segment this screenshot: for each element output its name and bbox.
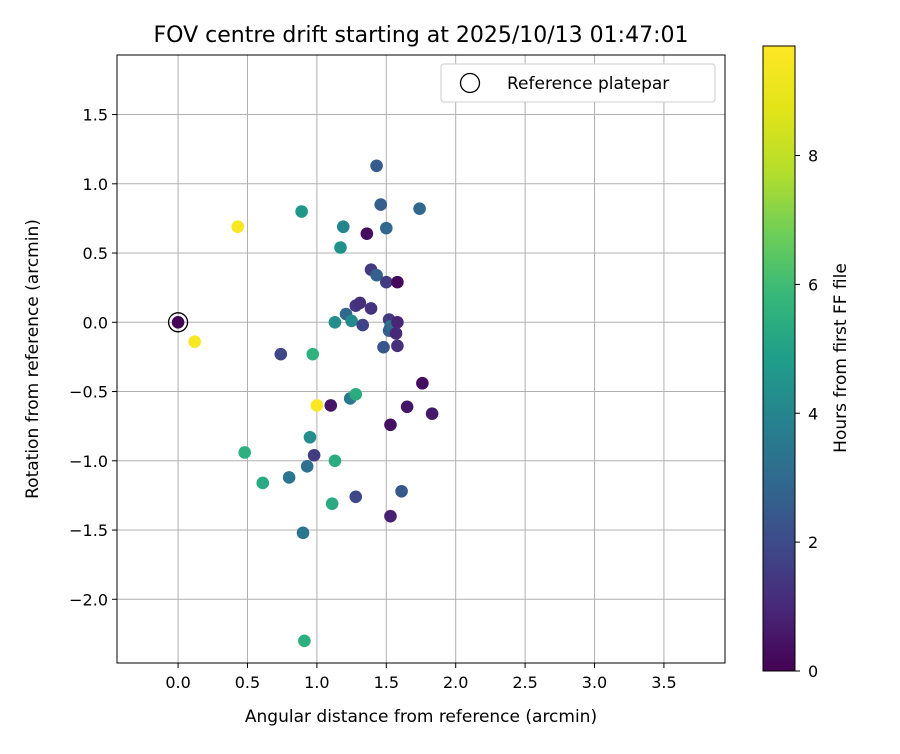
legend-box <box>440 63 716 103</box>
data-point <box>334 241 347 254</box>
data-point <box>391 315 404 329</box>
data-point <box>300 460 314 473</box>
colorbar-tick-label: 6 <box>808 275 818 294</box>
data-point <box>391 275 404 289</box>
data-point <box>370 268 383 282</box>
data-point <box>325 497 339 511</box>
data-point <box>374 198 388 211</box>
x-tick-label: 2.5 <box>512 673 537 692</box>
legend-reference-marker <box>459 72 481 94</box>
data-point <box>349 388 363 401</box>
data-point <box>238 446 252 459</box>
colorbar-ticks: 0 2 4 6 8 <box>795 147 818 681</box>
y-axis-label: Rotation from reference (arcmin) <box>23 219 43 499</box>
data-point <box>296 526 310 540</box>
y-tick-label: 0.5 <box>83 244 108 263</box>
data-point <box>295 205 308 218</box>
data-point <box>306 347 320 361</box>
data-point <box>328 454 342 468</box>
data-point <box>345 314 358 328</box>
colorbar-tick-label: 4 <box>808 404 818 423</box>
data-point <box>377 340 390 354</box>
data-point <box>370 159 383 173</box>
data-point <box>379 275 393 289</box>
data-point <box>384 509 397 523</box>
data-points <box>167 159 439 648</box>
colorbar-label: Hours from first FF file <box>831 263 851 453</box>
data-point <box>391 339 404 353</box>
data-point <box>307 448 321 462</box>
chart-title: FOV centre drift starting at 2025/10/13 … <box>154 23 689 48</box>
data-point <box>328 315 342 329</box>
data-point <box>384 418 397 432</box>
colorbar: 0 2 4 6 8 Hours from first FF file <box>762 45 851 681</box>
x-tick-label: 0.5 <box>235 673 260 692</box>
data-point <box>231 220 245 234</box>
data-point <box>356 318 369 332</box>
x-axis-ticks: 0.0 0.5 1.0 1.5 2.0 2.5 3.0 3.5 <box>165 663 677 692</box>
x-tick-label: 2.0 <box>443 673 468 692</box>
colorbar-gradient <box>762 45 796 672</box>
data-point <box>282 471 296 484</box>
legend: Reference platepar <box>440 63 716 103</box>
data-point <box>310 399 324 412</box>
x-tick-label: 1.0 <box>304 673 329 692</box>
colorbar-tick-label: 8 <box>808 147 818 166</box>
data-point <box>188 335 202 348</box>
y-tick-label: −2.0 <box>69 590 108 609</box>
colorbar-tick-label: 0 <box>808 662 818 681</box>
x-tick-label: 3.0 <box>582 673 607 692</box>
data-point <box>389 327 403 340</box>
data-point <box>400 400 414 414</box>
y-tick-label: 1.0 <box>83 175 108 194</box>
data-point <box>425 407 439 421</box>
data-point <box>353 296 367 310</box>
data-point <box>360 227 374 240</box>
data-point <box>416 376 429 390</box>
y-tick-label: 1.5 <box>83 106 108 125</box>
data-point <box>364 302 378 315</box>
data-point <box>324 399 338 412</box>
data-point <box>274 347 288 361</box>
plot-area <box>116 54 726 664</box>
data-point <box>336 220 350 234</box>
x-tick-label: 1.5 <box>374 673 399 692</box>
legend-label: Reference platepar <box>507 74 669 94</box>
y-axis-ticks: 1.5 1.0 0.5 0.0 −0.5 −1.0 −1.5 −2.0 <box>69 106 117 609</box>
data-point <box>171 315 185 329</box>
grid-lines <box>117 55 725 663</box>
data-point <box>256 476 270 490</box>
data-point <box>395 484 408 498</box>
plot-frame <box>116 54 726 664</box>
y-tick-label: −1.0 <box>69 452 108 471</box>
reference-platepar-marker <box>167 312 189 333</box>
y-tick-label: −1.5 <box>69 521 108 540</box>
y-tick-label: −0.5 <box>69 383 108 402</box>
data-point <box>303 430 317 444</box>
data-point <box>413 202 426 216</box>
data-point <box>298 634 311 648</box>
y-tick-label: 0.0 <box>83 313 108 332</box>
x-tick-label: 3.5 <box>651 673 676 692</box>
colorbar-tick-label: 2 <box>808 533 818 552</box>
data-point <box>349 490 363 504</box>
data-point <box>379 221 393 235</box>
x-axis-label: Angular distance from reference (arcmin) <box>245 707 597 727</box>
x-tick-label: 0.0 <box>165 673 190 692</box>
